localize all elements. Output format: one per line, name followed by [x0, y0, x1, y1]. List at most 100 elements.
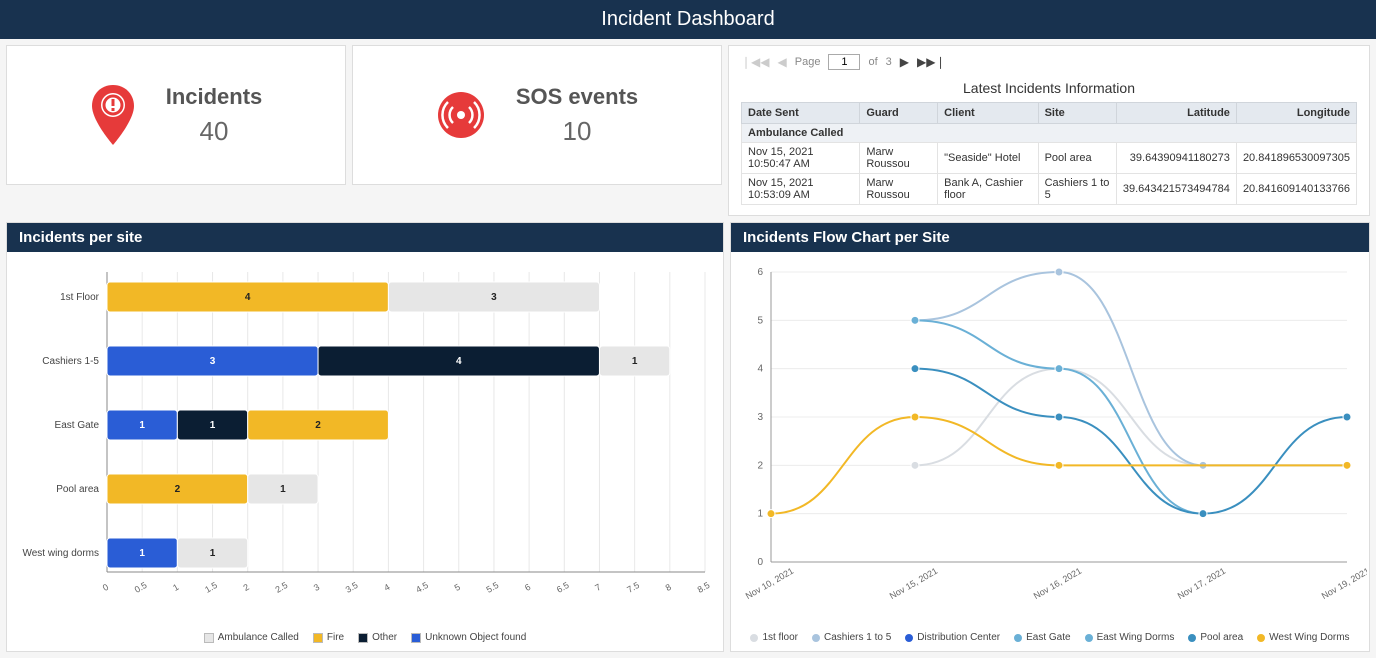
table-row[interactable]: Nov 15, 2021 10:53:09 AMMarw RoussouBank…	[742, 174, 1357, 205]
pager-page-label: Page	[795, 56, 821, 68]
pager-total: 3	[886, 56, 892, 68]
svg-text:3: 3	[757, 412, 763, 423]
table-header: Date Sent	[742, 103, 860, 124]
svg-text:1st Floor: 1st Floor	[60, 292, 100, 303]
svg-text:2: 2	[175, 484, 181, 495]
table-cell: Cashiers 1 to 5	[1038, 174, 1116, 205]
pager-last-icon[interactable]: ▶▶❘	[917, 55, 946, 69]
table-cell: 39.643421573494784	[1116, 174, 1236, 205]
table-title: Latest Incidents Information	[741, 76, 1357, 102]
svg-text:East Gate: East Gate	[55, 420, 100, 431]
kpi-incidents-value: 40	[166, 116, 263, 147]
svg-text:0: 0	[101, 582, 110, 593]
svg-text:5: 5	[453, 582, 462, 593]
kpi-sos-title: SOS events	[516, 84, 638, 110]
kpi-sos: SOS events 10	[352, 45, 722, 185]
svg-text:1: 1	[280, 484, 286, 495]
svg-text:4.5: 4.5	[414, 580, 430, 595]
svg-text:7: 7	[593, 582, 602, 593]
svg-text:1: 1	[757, 509, 763, 520]
table-cell: 39.64390941180273	[1116, 143, 1236, 174]
svg-text:2: 2	[315, 420, 321, 431]
legend-item[interactable]: Unknown Object found	[411, 632, 526, 643]
table-cell: Marw Roussou	[860, 143, 938, 174]
kpi-incidents: Incidents 40	[6, 45, 346, 185]
svg-text:0: 0	[757, 557, 763, 568]
legend-item[interactable]: Other	[358, 632, 397, 643]
pager-prev-icon[interactable]: ◀	[778, 55, 787, 69]
table-header: Site	[1038, 103, 1116, 124]
svg-text:2.5: 2.5	[273, 580, 289, 595]
legend-item[interactable]: East Gate	[1014, 632, 1070, 643]
svg-text:4: 4	[245, 292, 251, 303]
svg-text:Cashiers 1-5: Cashiers 1-5	[42, 356, 99, 367]
page-title: Incident Dashboard	[0, 0, 1376, 39]
table-header: Longitude	[1236, 103, 1356, 124]
pager-next-icon[interactable]: ▶	[900, 55, 909, 69]
svg-text:1: 1	[139, 420, 145, 431]
svg-text:4: 4	[757, 364, 763, 375]
pager-first-icon[interactable]: ❘◀◀	[741, 55, 770, 69]
bar-chart-title: Incidents per site	[7, 223, 723, 252]
table-cell: "Seaside" Hotel	[938, 143, 1038, 174]
svg-text:3: 3	[312, 582, 321, 593]
kpi-sos-text: SOS events 10	[516, 84, 638, 147]
svg-text:Nov 15, 2021: Nov 15, 2021	[888, 566, 939, 601]
legend-item[interactable]: 1st floor	[750, 632, 798, 643]
pager: ❘◀◀ ◀ Page of 3 ▶ ▶▶❘	[741, 52, 1357, 76]
legend-item[interactable]: Fire	[313, 632, 344, 643]
table-cell: Nov 15, 2021 10:53:09 AM	[742, 174, 860, 205]
svg-text:1: 1	[632, 356, 638, 367]
table-header: Guard	[860, 103, 938, 124]
table-group-row: Ambulance Called	[742, 124, 1357, 143]
table-cell: Nov 15, 2021 10:50:47 AM	[742, 143, 860, 174]
legend-item[interactable]: West Wing Dorms	[1257, 632, 1349, 643]
svg-text:Nov 16, 2021: Nov 16, 2021	[1032, 566, 1083, 601]
svg-text:Nov 19, 2021: Nov 19, 2021	[1320, 566, 1367, 601]
svg-text:4: 4	[382, 582, 391, 593]
line-chart: 0123456Nov 10, 2021Nov 15, 2021Nov 16, 2…	[731, 252, 1367, 622]
alert-pin-icon	[90, 85, 136, 145]
svg-text:3: 3	[491, 292, 497, 303]
bar-chart-legend: Ambulance Called Fire Other Unknown Object …	[7, 628, 723, 651]
svg-text:1.5: 1.5	[203, 580, 219, 595]
svg-text:6: 6	[523, 582, 532, 593]
svg-text:Nov 10, 2021: Nov 10, 2021	[744, 566, 795, 601]
table-cell: 20.841896530097305	[1236, 143, 1356, 174]
svg-text:Nov 17, 2021: Nov 17, 2021	[1176, 566, 1227, 601]
line-chart-legend: 1st floor Cashiers 1 to 5 Distribution Cen…	[731, 628, 1369, 651]
svg-text:1: 1	[139, 548, 145, 559]
svg-text:1: 1	[210, 420, 216, 431]
legend-item[interactable]: Ambulance Called	[204, 632, 299, 643]
svg-text:1: 1	[171, 582, 180, 593]
kpi-incidents-text: Incidents 40	[166, 84, 263, 147]
svg-text:0.5: 0.5	[133, 580, 149, 595]
table-row[interactable]: Nov 15, 2021 10:50:47 AMMarw Roussou"Sea…	[742, 143, 1357, 174]
table-cell: Pool area	[1038, 143, 1116, 174]
broadcast-icon	[436, 90, 486, 140]
legend-item[interactable]: Pool area	[1188, 632, 1243, 643]
line-chart-title: Incidents Flow Chart per Site	[731, 223, 1369, 252]
legend-item[interactable]: Cashiers 1 to 5	[812, 632, 891, 643]
pager-of-label: of	[868, 56, 877, 68]
bar-chart-panel: Incidents per site 00.511.522.533.544.55…	[6, 222, 724, 652]
table-cell: Marw Roussou	[860, 174, 938, 205]
legend-item[interactable]: Distribution Center	[905, 632, 1000, 643]
pager-page-input[interactable]	[828, 54, 860, 70]
kpi-sos-value: 10	[516, 116, 638, 147]
svg-text:6.5: 6.5	[555, 580, 571, 595]
top-row: Incidents 40 SOS events 10 ❘◀◀ ◀ Page o	[0, 39, 1376, 222]
svg-text:8.5: 8.5	[696, 580, 712, 595]
svg-text:4: 4	[456, 356, 462, 367]
kpi-incidents-title: Incidents	[166, 84, 263, 110]
bar-chart: 00.511.522.533.544.555.566.577.588.51st …	[7, 252, 725, 622]
table-cell: 20.841609140133766	[1236, 174, 1356, 205]
table-header: Client	[938, 103, 1038, 124]
bottom-row: Incidents per site 00.511.522.533.544.55…	[0, 222, 1376, 658]
line-chart-panel: Incidents Flow Chart per Site 0123456Nov…	[730, 222, 1370, 652]
svg-text:5: 5	[757, 315, 763, 326]
legend-item[interactable]: East Wing Dorms	[1085, 632, 1175, 643]
svg-text:5.5: 5.5	[485, 580, 501, 595]
table-cell: Bank A, Cashier floor	[938, 174, 1038, 205]
svg-text:3: 3	[210, 356, 216, 367]
